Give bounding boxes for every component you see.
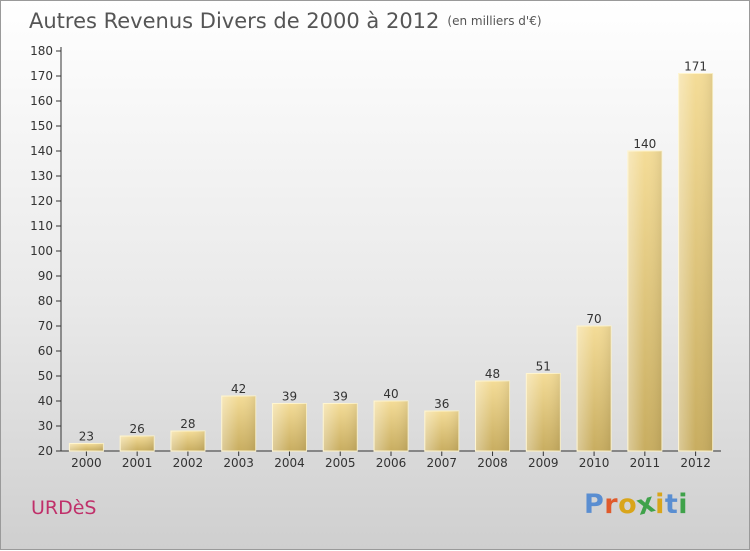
x-tick-label: 2005 [325,456,356,470]
title-text: Autres Revenus Divers de 2000 à 2012 [29,9,440,33]
y-tick-label: 90 [38,269,53,283]
bar-shade-2003 [221,396,256,451]
data-label-2008: 48 [485,367,500,381]
logo-letter: i [655,489,665,520]
bar-shade-2001 [120,436,155,451]
y-tick-label: 110 [30,219,53,233]
y-tick-label: 60 [38,344,53,358]
y-tick-label: 80 [38,294,53,308]
x-tick-label: 2009 [528,456,559,470]
data-label-2000: 23 [79,430,94,444]
bars [68,73,714,452]
y-tick-label: 130 [30,169,53,183]
town-name: URDèS [31,497,97,519]
bar-shade-2010 [577,326,612,451]
proxiti-logo: Proxiti [584,487,689,522]
bar-shade-2008 [475,381,510,451]
y-tick-label: 140 [30,144,53,158]
x-tick-label: 2002 [173,456,204,470]
bar-shade-2000 [69,443,104,451]
data-label-2011: 140 [633,137,656,151]
bar-shade-2009 [526,373,561,451]
data-label-2010: 70 [586,312,601,326]
x-tick-label: 2011 [630,456,661,470]
axes: 20 30 40 50 60 70 80 90 100 110 120 130 140 150 160 170… [30,44,721,470]
y-tick-label: 70 [38,319,53,333]
x-tick-label: 2003 [223,456,254,470]
bar-shade-2006 [374,401,408,451]
logo-letter: t [664,489,679,520]
logo-letter: i [678,489,689,520]
y-tick-label: 100 [30,244,53,258]
bar-shade-2012 [678,73,713,451]
data-label-2002: 28 [180,417,195,431]
logo-letter: o [618,489,638,520]
x-tick-label: 2006 [376,456,407,470]
x-tick-label: 2008 [477,456,508,470]
data-label-2003: 42 [231,382,246,396]
y-tick-label: 50 [38,369,53,383]
x-tick-label: 2004 [274,456,305,470]
chart-title: Autres Revenus Divers de 2000 à 2012 (en … [29,9,542,33]
y-tick-label: 40 [38,394,53,408]
data-label-2009: 51 [536,360,551,374]
y-tick-label: 170 [30,69,53,83]
x-tick-label: 2012 [680,456,711,470]
bar-shade-2002 [170,431,205,451]
bar-shade-2007 [424,411,459,451]
x-tick-label: 2007 [426,456,457,470]
unit-label: (en milliers d'€) [447,14,542,28]
y-tick-label: 180 [30,44,53,58]
logo-letter: P [584,489,605,520]
data-labels: 23 26 28 42 39 39 40 36 48 51 70 140 171 [79,60,707,444]
x-tick-label: 2010 [579,456,610,470]
bar-shade-2004 [272,403,307,451]
y-tick-label: 20 [38,444,53,458]
bar-shade-2011 [627,151,662,451]
x-tick-label: 2000 [71,456,102,470]
bar-shade-2005 [323,403,358,451]
logo-letter: r [604,489,619,520]
y-tick-label: 160 [30,94,53,108]
x-tick-label: 2001 [122,456,153,470]
data-label-2004: 39 [282,390,297,404]
data-label-2005: 39 [333,390,348,404]
y-tick-label: 150 [30,119,53,133]
data-label-2012: 171 [684,60,707,74]
data-label-2001: 26 [130,422,145,436]
data-label-2007: 36 [434,397,449,411]
y-tick-label: 30 [38,419,53,433]
data-label-2006: 40 [383,387,398,401]
y-tick-label: 120 [30,194,53,208]
